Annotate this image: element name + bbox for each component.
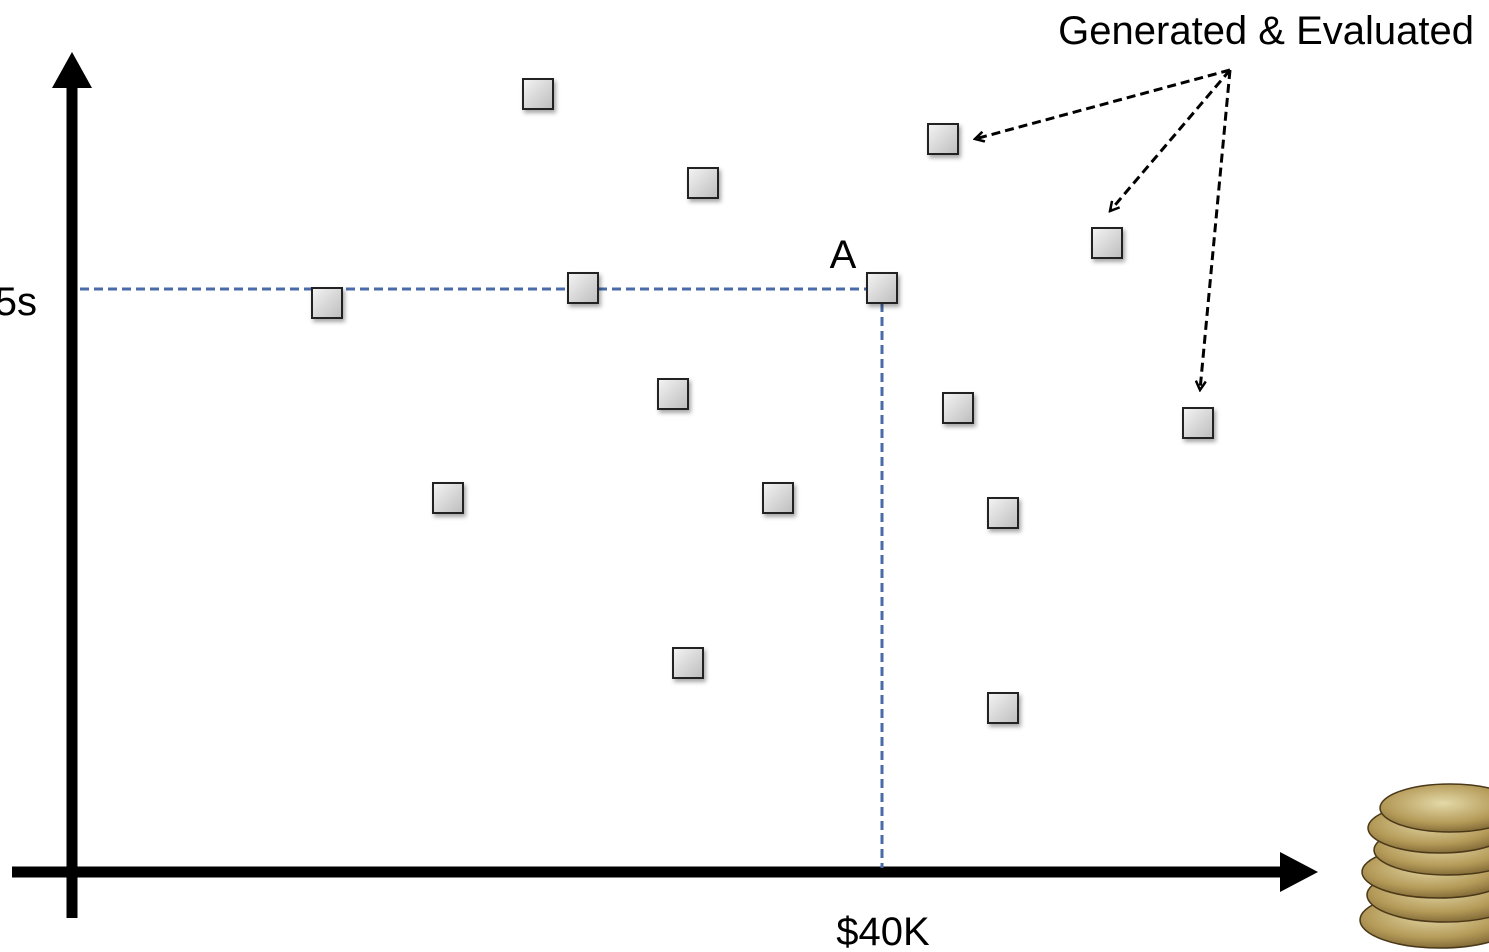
design-point [523,79,553,109]
design-point [988,693,1018,723]
point-label: A [830,233,857,277]
annotation-arrow [1110,70,1230,211]
design-point [312,288,342,318]
y-axis-arrow [52,52,92,88]
x-value-label: $40K [836,910,930,952]
annotation-label: Generated & Evaluated [1058,9,1474,53]
design-point [943,393,973,423]
annotation-arrow [1200,70,1230,390]
y-value-label: 5s [0,280,37,324]
design-point [988,498,1018,528]
design-point [928,124,958,154]
design-point [688,168,718,198]
design-point [673,648,703,678]
design-point [568,273,598,303]
diagram: Generated & Evaluated A 5s $40K [0,0,1489,952]
design-point [433,483,463,513]
design-point [867,273,897,303]
design-point [1092,228,1122,258]
coin-stack [1360,784,1489,948]
design-point [763,483,793,513]
design-point [658,379,688,409]
annotation-arrow [975,70,1230,139]
x-axis-arrow [1280,852,1318,892]
design-points [312,79,1213,723]
design-point [1183,408,1213,438]
